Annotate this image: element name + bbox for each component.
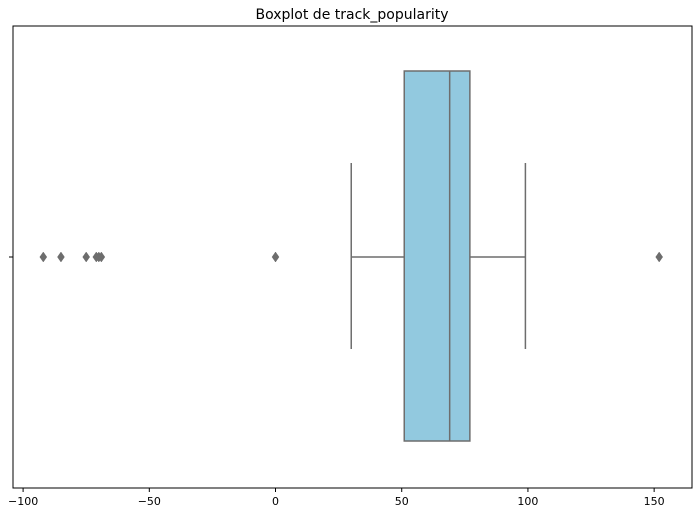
x-tick-label: 150 bbox=[644, 495, 665, 508]
outlier-point bbox=[271, 251, 280, 263]
box-group bbox=[350, 70, 527, 442]
outlier-point bbox=[57, 251, 65, 263]
x-axis-ticks: −100 −50 0 50 100 150 bbox=[8, 488, 665, 508]
outlier-point bbox=[39, 251, 48, 263]
x-tick-label: 100 bbox=[517, 495, 538, 508]
outliers bbox=[39, 251, 663, 263]
outlier-point bbox=[97, 251, 106, 263]
iqr-box bbox=[403, 70, 471, 442]
outlier-point bbox=[655, 251, 663, 263]
chart-title: Boxplot de track_popularity bbox=[256, 7, 449, 23]
x-tick-label: −100 bbox=[8, 495, 38, 508]
x-tick-label: 50 bbox=[395, 495, 409, 508]
outlier-point bbox=[82, 251, 91, 263]
x-tick-label: −50 bbox=[138, 495, 161, 508]
x-tick-label: 0 bbox=[272, 495, 279, 508]
